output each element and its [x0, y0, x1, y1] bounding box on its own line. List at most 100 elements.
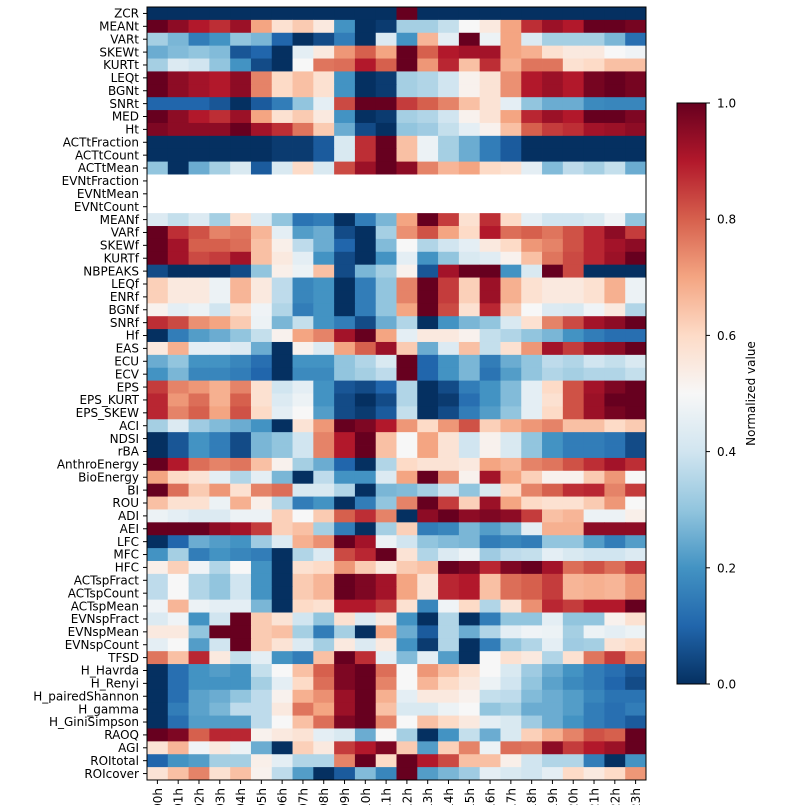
colorbar-ticks: 0.00.20.40.60.81.0 — [706, 97, 736, 692]
heatmap-cell — [271, 741, 293, 755]
heatmap-cell — [438, 380, 460, 394]
heatmap-cell — [438, 71, 460, 85]
heatmap-cell — [209, 573, 231, 588]
heatmap-cell — [521, 432, 543, 446]
heatmap-cell — [542, 354, 564, 369]
heatmap-cell — [313, 612, 335, 626]
heatmap-cell — [313, 445, 335, 459]
heatmap-cell — [375, 754, 397, 768]
heatmap-cell — [458, 354, 481, 369]
heatmap-cell — [396, 19, 418, 34]
heatmap-cell — [396, 522, 418, 536]
heatmap-cell — [479, 728, 501, 742]
heatmap-cell — [458, 161, 481, 175]
heatmap-cell — [188, 689, 210, 704]
y-tick-label: H_Havrda — [81, 664, 139, 678]
heatmap-cell — [147, 226, 169, 240]
heatmap-cell — [542, 599, 564, 613]
heatmap-cell — [147, 251, 169, 266]
heatmap-cell — [230, 251, 252, 266]
heatmap-cell — [230, 226, 252, 240]
heatmap-cell — [334, 264, 356, 278]
heatmap-cell — [375, 406, 397, 420]
heatmap-cell — [500, 457, 522, 472]
heatmap-cell — [625, 457, 647, 472]
heatmap-cell — [396, 329, 418, 343]
heatmap-cell — [292, 32, 314, 47]
heatmap-cell — [313, 122, 335, 137]
heatmap-cell — [167, 741, 189, 755]
heatmap-cell — [417, 200, 439, 214]
heatmap-cell — [521, 277, 543, 291]
heatmap-cell — [354, 110, 377, 124]
heatmap-cell — [542, 728, 564, 742]
heatmap-cell — [167, 728, 189, 742]
heatmap-cell — [562, 354, 585, 369]
heatmap-cell — [625, 354, 647, 369]
heatmap-cell — [583, 316, 605, 330]
heatmap-cell — [313, 316, 335, 330]
heatmap-cell — [250, 316, 273, 330]
heatmap-cell — [562, 470, 585, 485]
heatmap-cell — [562, 303, 585, 317]
heatmap-cell — [354, 316, 377, 330]
heatmap-cell — [604, 767, 626, 781]
heatmap-cell — [354, 560, 377, 575]
y-tick-label: ECV — [115, 367, 140, 381]
heatmap-cell — [313, 741, 335, 755]
heatmap-cell — [542, 316, 564, 330]
heatmap-cell — [625, 625, 647, 639]
heatmap-cell — [583, 715, 605, 729]
heatmap-cell — [167, 303, 189, 317]
y-tick-label: ACTspCount — [68, 586, 140, 600]
heatmap-cell — [458, 548, 481, 562]
heatmap-cell — [188, 187, 210, 201]
heatmap-cell — [521, 110, 543, 124]
heatmap-cell — [625, 445, 647, 459]
heatmap-cell — [562, 264, 585, 278]
heatmap-cell — [625, 406, 647, 420]
heatmap-cell — [147, 71, 169, 85]
heatmap-cell — [271, 560, 293, 575]
heatmap-cell — [354, 135, 377, 150]
heatmap-cell — [292, 522, 314, 536]
heatmap-cell — [625, 84, 647, 98]
heatmap-cell — [438, 419, 460, 433]
heatmap-cell — [583, 45, 605, 59]
heatmap-cell — [354, 290, 377, 304]
heatmap-cell — [479, 316, 501, 330]
heatmap-cell — [334, 651, 356, 665]
heatmap-cell — [313, 651, 335, 665]
heatmap-cell — [250, 135, 273, 150]
heatmap-cell — [271, 689, 293, 704]
heatmap-cell — [250, 71, 273, 85]
heatmap-cell — [188, 676, 210, 691]
heatmap-cell — [250, 689, 273, 704]
colorbar-tick-label: 0.6 — [717, 329, 736, 343]
x-tick-label: 04h — [234, 788, 248, 805]
heatmap-cell — [147, 238, 169, 253]
heatmap-cell — [542, 329, 564, 343]
heatmap-cell — [209, 638, 231, 652]
heatmap-cell — [292, 84, 314, 98]
heatmap-cell — [167, 264, 189, 278]
heatmap-cell — [438, 599, 460, 613]
heatmap-cell — [167, 483, 189, 497]
heatmap-cell — [147, 367, 169, 382]
heatmap-cell — [209, 560, 231, 575]
heatmap-cell — [188, 45, 210, 59]
heatmap-cell — [230, 522, 252, 536]
heatmap-cell — [396, 380, 418, 394]
heatmap-cell — [438, 728, 460, 742]
heatmap-cell — [438, 470, 460, 485]
heatmap-cell — [458, 135, 481, 150]
heatmap-cell — [542, 290, 564, 304]
heatmap-cell — [417, 702, 439, 716]
heatmap-cell — [438, 58, 460, 72]
heatmap-cell — [230, 496, 252, 510]
heatmap-cell — [375, 148, 397, 162]
heatmap-cell — [292, 329, 314, 343]
heatmap-cell — [250, 122, 273, 137]
heatmap-cell — [167, 548, 189, 562]
heatmap-cell — [188, 509, 210, 523]
